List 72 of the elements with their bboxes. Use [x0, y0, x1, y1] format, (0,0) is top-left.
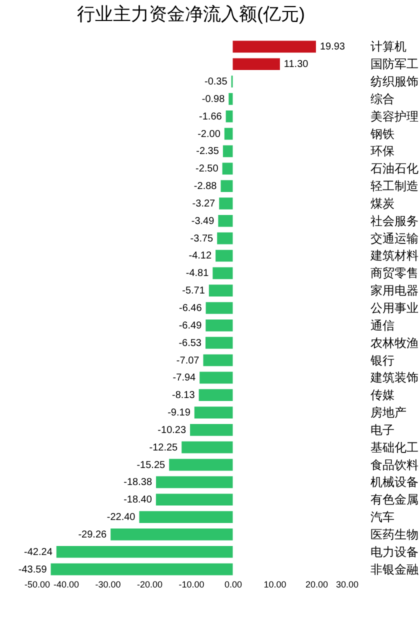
y-tick-label: 基础化工: [370, 440, 418, 454]
y-tick-label: 建筑装饰: [370, 370, 418, 385]
data-label: -12.25: [149, 442, 178, 454]
data-label: -10.23: [158, 424, 186, 436]
data-label: -3.49: [191, 216, 215, 227]
y-tick-label: 钢铁: [370, 126, 394, 141]
data-label: -2.35: [196, 146, 220, 158]
y-tick-label: 综合: [370, 92, 394, 106]
chart-title: 行业主力资金净流入额(亿元): [77, 4, 305, 24]
data-label: -43.59: [18, 564, 48, 576]
x-tick-label: -40.00: [53, 580, 80, 590]
y-tick-label: 公用事业: [370, 301, 418, 315]
y-tick-label: 电子: [370, 422, 394, 437]
data-label: -2.88: [194, 181, 218, 192]
y-tick-label: 建筑材料: [370, 248, 418, 263]
y-tick-label: 电力设备: [370, 544, 418, 559]
y-tick-label: 非银金融: [370, 562, 418, 576]
y-tick-label: 房地产: [370, 406, 406, 420]
y-tick-label: 社会服务: [370, 214, 418, 228]
data-label: -3.27: [192, 198, 216, 210]
y-tick-label: 通信: [370, 318, 394, 332]
y-tick-label: 家用电器: [370, 284, 418, 298]
data-label: -29.26: [78, 529, 108, 540]
data-label: -2.00: [198, 128, 221, 140]
y-tick-label: 国防军工: [370, 57, 418, 72]
data-label: -4.12: [188, 250, 212, 262]
y-tick-label: 有色金属: [370, 492, 418, 507]
data-label: -7.94: [172, 372, 196, 384]
data-label: -8.13: [172, 390, 196, 402]
data-label: -18.38: [124, 477, 152, 488]
y-tick-label: 农林牧渔: [370, 336, 418, 350]
data-label: -7.07: [176, 355, 200, 366]
y-tick-label: 传媒: [370, 388, 394, 402]
data-label: -42.24: [24, 546, 53, 558]
data-label: -0.35: [204, 76, 228, 88]
y-tick-label: 商贸零售: [370, 266, 418, 280]
x-tick-label: -20.00: [136, 580, 163, 590]
x-tick-label: -50.00: [24, 580, 50, 590]
y-tick-label: 计算机: [370, 40, 406, 54]
data-label: 19.93: [320, 42, 346, 53]
y-tick-label: 轻工制造: [370, 179, 418, 194]
y-tick-label: 医药生物: [370, 527, 418, 542]
data-label: 11.30: [284, 59, 309, 70]
x-tick-label: 30.00: [336, 580, 358, 590]
y-tick-label: 环保: [370, 144, 394, 158]
y-tick-label: 机械设备: [370, 475, 418, 490]
data-label: -4.81: [186, 268, 210, 280]
x-tick-label: 0.00: [224, 580, 242, 590]
data-label: -5.71: [182, 286, 206, 297]
data-label: -22.40: [106, 512, 136, 524]
x-tick-label: -10.00: [178, 580, 204, 590]
y-tick-label: 纺织服饰: [370, 74, 418, 89]
data-label: -6.49: [178, 320, 202, 332]
y-tick-label: 石油石化: [370, 162, 418, 176]
y-tick-label: 银行: [370, 353, 394, 368]
data-label: -3.75: [190, 233, 214, 244]
y-tick-label: 煤炭: [370, 196, 394, 210]
data-label: -18.40: [124, 494, 152, 506]
data-label: -2.50: [196, 164, 219, 175]
x-tick-label: 10.00: [264, 580, 286, 590]
x-tick-label: -30.00: [95, 580, 121, 590]
data-label: -6.46: [178, 303, 202, 314]
y-tick-label: 交通运输: [370, 231, 418, 246]
y-tick-label: 食品饮料: [370, 458, 418, 472]
x-tick-label: 20.00: [305, 580, 328, 590]
y-tick-label: 汽车: [370, 510, 394, 524]
data-label: -9.19: [168, 408, 191, 419]
data-label: -6.53: [178, 338, 202, 349]
data-label: -0.98: [202, 94, 226, 105]
y-tick-label: 美容护理: [370, 109, 418, 124]
data-label: -15.25: [136, 460, 166, 471]
data-label: -1.66: [199, 111, 222, 122]
